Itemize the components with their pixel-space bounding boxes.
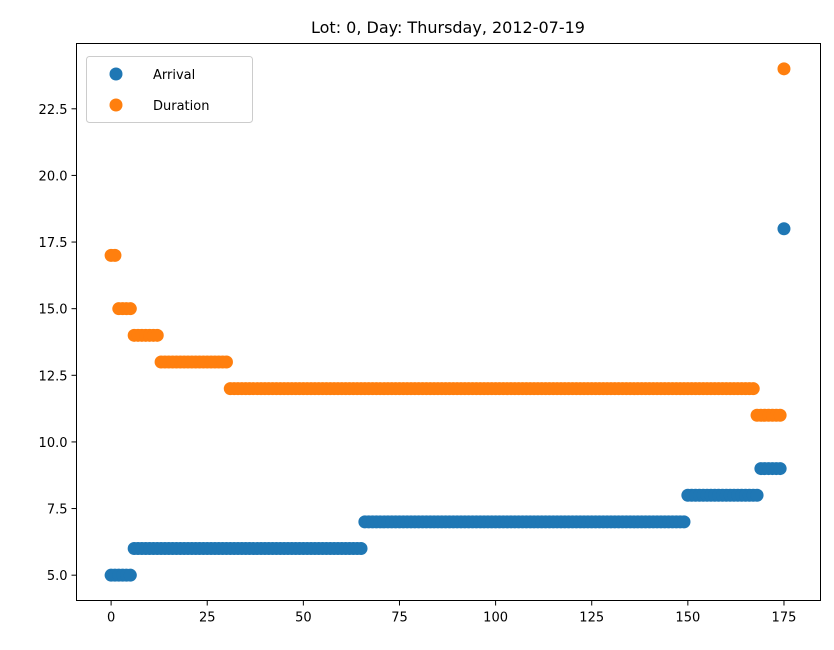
data-point <box>777 62 791 76</box>
data-point <box>773 462 787 476</box>
data-point <box>150 328 164 342</box>
data-point <box>219 355 233 369</box>
x-tick-label: 150 <box>675 611 700 626</box>
legend-label: Duration <box>153 99 209 114</box>
x-axis: 0 25 50 75 100 125 150 175 <box>107 600 797 626</box>
legend-label: Arrival <box>153 68 195 83</box>
data-point <box>354 542 368 556</box>
x-tick-label: 75 <box>391 611 408 626</box>
y-tick-label: 7.5 <box>47 503 68 518</box>
x-tick-label: 175 <box>772 611 797 626</box>
data-point <box>746 382 760 396</box>
data-point <box>123 302 137 316</box>
data-point <box>750 488 764 502</box>
axes-frame <box>76 43 821 601</box>
x-tick-label: 25 <box>199 611 216 626</box>
data-point <box>777 222 791 236</box>
series-arrival <box>104 222 791 582</box>
x-tick-label: 100 <box>483 611 508 626</box>
legend-marker <box>109 98 123 112</box>
x-tick-label: 125 <box>579 611 604 626</box>
x-tick-label: 0 <box>107 611 115 626</box>
data-point <box>677 515 691 529</box>
y-tick-label: 5.0 <box>47 569 68 584</box>
y-tick-label: 17.5 <box>39 236 68 251</box>
data-point <box>773 408 787 422</box>
y-tick-label: 22.5 <box>39 103 68 118</box>
series-duration <box>104 62 791 422</box>
y-tick-label: 12.5 <box>39 369 68 384</box>
y-tick-label: 15.0 <box>39 303 68 318</box>
data-point <box>108 248 122 262</box>
y-tick-label: 20.0 <box>39 169 68 184</box>
x-tick-label: 50 <box>295 611 312 626</box>
data-point <box>123 568 137 582</box>
legend-marker <box>109 67 123 81</box>
plot-marks <box>104 62 791 582</box>
legend-box <box>86 56 253 123</box>
chart-title: Lot: 0, Day: Thursday, 2012-07-19 <box>311 18 585 37</box>
y-axis: 5.0 7.5 10.0 12.5 15.0 17.5 20.0 22.5 <box>39 103 77 584</box>
legend: Arrival Duration <box>86 56 253 123</box>
y-tick-label: 10.0 <box>39 436 68 451</box>
